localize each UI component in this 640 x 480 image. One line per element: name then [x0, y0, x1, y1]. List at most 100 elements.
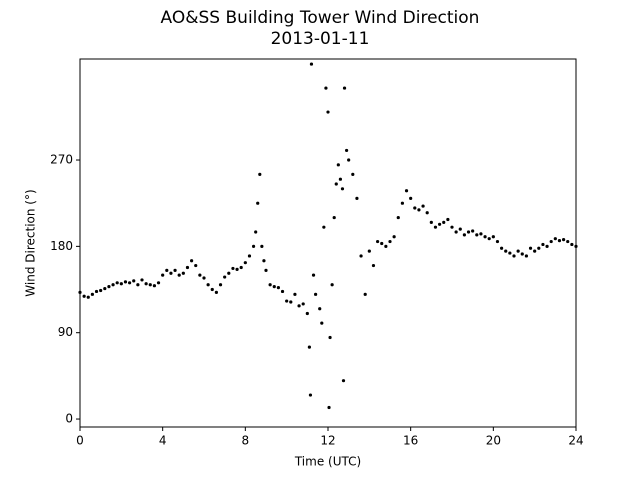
- data-point: [384, 244, 388, 248]
- data-point: [557, 239, 562, 243]
- data-point: [475, 233, 479, 237]
- data-point: [533, 249, 537, 253]
- data-point: [276, 286, 280, 290]
- data-point: [115, 281, 119, 285]
- data-point: [99, 288, 103, 293]
- data-point: [345, 148, 349, 153]
- data-point: [214, 290, 218, 295]
- data-point: [123, 280, 128, 284]
- data-point: [495, 239, 500, 244]
- data-point: [90, 292, 94, 296]
- data-point: [78, 290, 82, 295]
- x-tick-label: 8: [242, 434, 250, 448]
- data-point: [119, 282, 123, 286]
- data-point: [466, 230, 471, 234]
- data-point: [156, 281, 161, 285]
- data-point: [336, 163, 340, 167]
- data-point: [144, 282, 148, 286]
- data-point: [140, 278, 144, 282]
- data-point: [421, 204, 425, 208]
- data-point: [376, 239, 380, 244]
- data-point: [392, 235, 396, 239]
- x-tick-label: 12: [320, 434, 335, 448]
- data-point: [239, 265, 243, 270]
- data-point: [450, 225, 454, 229]
- data-point: [262, 259, 266, 263]
- data-point: [351, 172, 355, 177]
- data-point: [508, 251, 512, 255]
- data-point: [413, 206, 417, 210]
- data-point: [235, 267, 239, 271]
- data-point: [396, 215, 400, 220]
- data-point: [198, 273, 202, 277]
- data-point: [223, 275, 227, 279]
- data-point: [297, 304, 301, 308]
- data-point: [438, 222, 442, 226]
- data-point: [132, 279, 136, 283]
- data-point: [409, 196, 413, 200]
- data-point: [194, 263, 198, 268]
- data-point: [231, 266, 235, 271]
- data-point: [324, 86, 328, 90]
- data-point: [256, 201, 260, 205]
- data-point: [289, 300, 293, 304]
- data-point: [169, 271, 173, 275]
- data-point: [454, 230, 458, 234]
- data-point: [562, 238, 566, 242]
- x-tick-label: 24: [568, 434, 583, 448]
- data-point: [516, 249, 520, 253]
- data-point: [322, 225, 326, 229]
- data-point: [425, 211, 429, 215]
- data-point: [355, 196, 359, 200]
- y-tick-label: 180: [50, 239, 73, 253]
- data-point: [491, 235, 495, 239]
- data-point: [148, 283, 152, 287]
- data-point: [487, 237, 491, 241]
- data-point: [227, 271, 231, 275]
- x-axis-label: Time (UTC): [294, 455, 361, 469]
- data-point: [537, 246, 541, 250]
- data-point: [185, 265, 190, 270]
- data-point: [341, 379, 346, 383]
- data-point: [311, 273, 316, 277]
- x-tick-label: 16: [403, 434, 418, 448]
- data-point: [347, 158, 351, 162]
- x-tick-label: 0: [76, 434, 84, 448]
- data-point: [328, 335, 332, 340]
- y-axis-label: Wind Direction (°): [24, 189, 38, 296]
- data-point: [307, 345, 311, 349]
- data-point: [359, 254, 363, 258]
- data-point: [285, 299, 289, 303]
- data-point: [429, 220, 433, 224]
- data-point: [165, 268, 169, 272]
- data-point: [342, 86, 347, 90]
- data-point: [320, 321, 324, 325]
- data-point: [280, 289, 285, 294]
- data-point: [268, 283, 272, 287]
- data-point: [181, 271, 185, 275]
- data-point: [524, 254, 529, 258]
- data-point: [152, 284, 156, 288]
- data-point: [380, 241, 384, 246]
- data-point: [388, 239, 392, 244]
- data-point: [504, 249, 508, 253]
- data-point: [327, 405, 331, 410]
- data-point: [247, 254, 252, 258]
- data-point: [210, 287, 214, 292]
- data-point: [305, 311, 309, 316]
- data-point: [340, 187, 345, 191]
- data-point: [334, 182, 338, 186]
- data-point: [400, 201, 404, 205]
- data-point: [308, 393, 313, 397]
- y-tick-label: 270: [50, 153, 73, 167]
- data-point: [338, 177, 342, 181]
- data-point: [318, 307, 322, 311]
- data-point: [202, 276, 206, 280]
- data-point: [363, 292, 367, 296]
- data-point: [111, 283, 115, 287]
- x-tick-label: 20: [486, 434, 501, 448]
- data-point: [190, 259, 194, 263]
- data-point: [566, 239, 570, 244]
